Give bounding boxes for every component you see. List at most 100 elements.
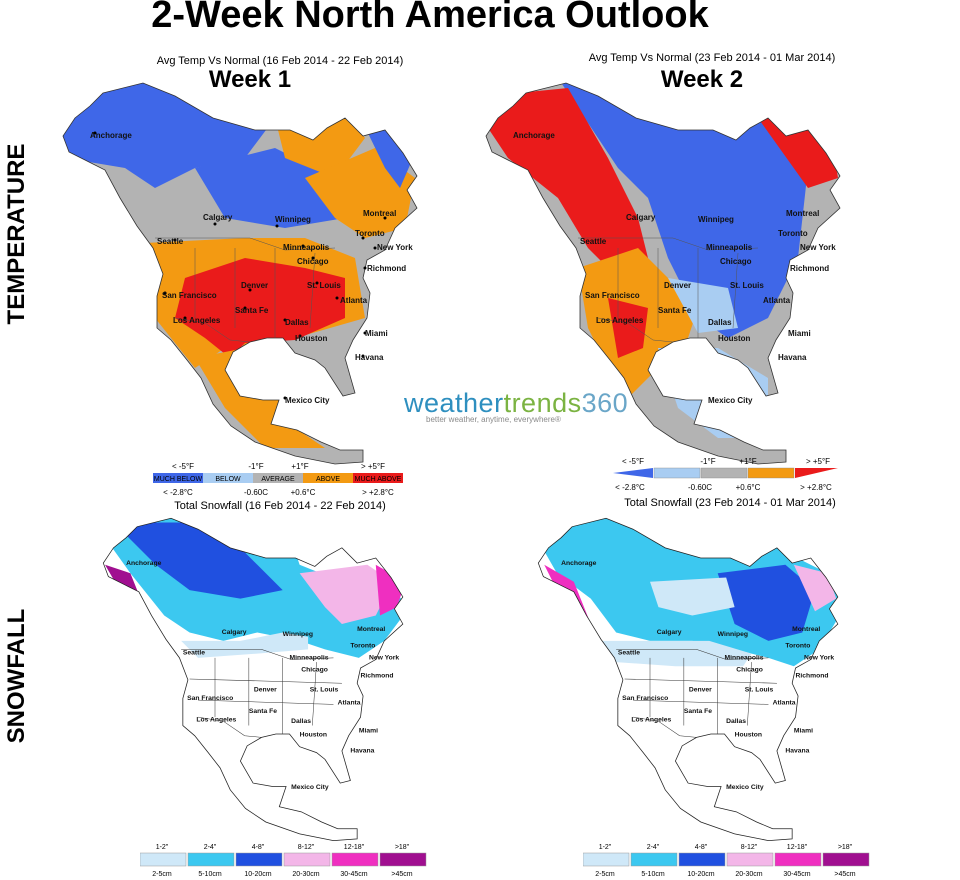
city-st-louis: St. Louis (307, 281, 341, 290)
legend-top-0: < -5°F (172, 462, 194, 471)
temp-legend-week2: < -5°F -1°F +1°F > +5°F < -2.8°C -0.60C … (613, 457, 838, 492)
temp-week1-label: Week 1 (208, 66, 292, 93)
snow-cm-1: 5-10cm (198, 871, 222, 878)
city-denver: Denver (689, 687, 712, 694)
snow-cm-4: 30-45cm (783, 871, 810, 878)
temp-much-above-us (175, 258, 345, 358)
snow-in-1: 2-4" (647, 844, 660, 851)
city-anchorage: Anchorage (561, 560, 597, 567)
city-calgary: Calgary (626, 213, 656, 222)
city-miami: Miami (788, 329, 811, 338)
legend-top-3: > +5°F (806, 457, 830, 466)
city-toronto: Toronto (350, 643, 375, 650)
snow-in-0: 1-2" (156, 844, 169, 851)
city-havana: Havana (785, 748, 809, 755)
snow-cm-2: 10-20cm (244, 871, 271, 878)
city-havana: Havana (350, 748, 374, 755)
city-miami: Miami (365, 329, 388, 338)
city-toronto: Toronto (785, 643, 810, 650)
city-santa-fe: Santa Fe (249, 708, 277, 715)
city-chicago: Chicago (297, 257, 329, 266)
city-atlanta: Atlanta (773, 699, 796, 706)
snow-in-2: 4-8" (252, 844, 265, 851)
city-san-francisco: San Francisco (162, 291, 217, 300)
snow-in-1: 2-4" (204, 844, 217, 851)
city-toronto: Toronto (355, 229, 385, 238)
city-st-louis: St. Louis (745, 687, 774, 694)
row-label-snowfall: SNOWFALL (3, 608, 30, 744)
city-dallas: Dallas (291, 718, 311, 725)
snow-cm-1: 5-10cm (641, 871, 665, 878)
city-los-angeles: Los Angeles (173, 316, 221, 325)
legend-top-2: +1°F (739, 457, 756, 466)
legend-top-2: +1°F (291, 462, 308, 471)
city-los-angeles: Los Angeles (596, 316, 644, 325)
city-calgary: Calgary (657, 629, 682, 636)
city-mexico-city: Mexico City (708, 396, 753, 405)
city-markers: Anchorage Calgary Winnipeg Seattle Montr… (513, 131, 836, 405)
city-montreal: Montreal (363, 209, 396, 218)
city-minneapolis: Minneapolis (706, 243, 753, 252)
city-markers: Anchorage Calgary Winnipeg Seattle Montr… (90, 131, 413, 405)
temp-week1-map: Anchorage Calgary Winnipeg Seattle Montr… (62, 82, 418, 465)
snow-in-3: 8-12" (741, 844, 758, 851)
city-san-francisco: San Francisco (622, 695, 668, 702)
snow-cm-4: 30-45cm (340, 871, 367, 878)
temp-much-above-west (486, 88, 648, 278)
legend-cat-much-above: MUCH ABOVE (355, 476, 402, 483)
city-minneapolis: Minneapolis (283, 243, 330, 252)
city-chicago: Chicago (720, 257, 752, 266)
city-denver: Denver (254, 687, 277, 694)
snow-4-8-region (717, 564, 815, 641)
city-havana: Havana (778, 353, 807, 362)
city-chicago: Chicago (301, 666, 328, 673)
snow-legend-week2: 1-2" 2-4" 4-8" 8-12" 12-18" >18" 2-5cm 5… (583, 844, 870, 878)
city-san-francisco: San Francisco (187, 695, 233, 702)
city-anchorage: Anchorage (90, 131, 132, 140)
city-winnipeg: Winnipeg (283, 631, 313, 638)
snow-1-2-region (650, 577, 735, 616)
snow-cm-3: 20-30cm (292, 871, 319, 878)
city-miami: Miami (794, 727, 813, 734)
legend-top-1: -1°F (248, 462, 263, 471)
snow-week1-map: Anchorage Calgary Winnipeg Seattle Montr… (102, 517, 404, 842)
city-houston: Houston (300, 732, 327, 739)
city-atlanta: Atlanta (338, 699, 361, 706)
border-lines (155, 237, 336, 343)
city-anchorage: Anchorage (513, 131, 555, 140)
snow-cm-0: 2-5cm (152, 871, 172, 878)
city-new-york: New York (800, 243, 836, 252)
city-dallas: Dallas (726, 718, 746, 725)
legend-bottom-0: < -2.8°C (615, 483, 645, 492)
city-mexico-city: Mexico City (291, 784, 329, 791)
city-los-angeles: Los Angeles (631, 716, 671, 723)
temp-week2-title: Avg Temp Vs Normal (23 Feb 2014 - 01 Mar… (588, 52, 836, 64)
legend-cat-above: ABOVE (316, 476, 340, 483)
city-toronto: Toronto (778, 229, 808, 238)
page-title: 2-Week North America Outlook (151, 0, 709, 36)
legend-cat-much-below: MUCH BELOW (154, 476, 203, 483)
temp-week2-label: Week 2 (660, 66, 744, 93)
snow-in-2: 4-8" (695, 844, 708, 851)
legend-bottom-3: > +2.8°C (362, 488, 394, 497)
snow-cm-3: 20-30cm (735, 871, 762, 878)
snow-legend-week1: 1-2" 2-4" 4-8" 8-12" 12-18" >18" 2-5cm 5… (140, 844, 427, 878)
city-richmond: Richmond (361, 672, 394, 679)
city-calgary: Calgary (222, 629, 247, 636)
city-houston: Houston (718, 334, 751, 343)
city-richmond: Richmond (790, 264, 829, 273)
city-san-francisco: San Francisco (585, 291, 640, 300)
city-richmond: Richmond (796, 672, 829, 679)
city-atlanta: Atlanta (340, 296, 368, 305)
city-dallas: Dallas (708, 318, 732, 327)
legend-bottom-2: +0.6°C (291, 488, 316, 497)
city-los-angeles: Los Angeles (196, 716, 236, 723)
legend-bottom-0: < -2.8°C (163, 488, 193, 497)
snow-week1-title: Total Snowfall (16 Feb 2014 - 22 Feb 201… (174, 500, 386, 512)
brand-tagline: better weather, anytime, everywhere® (426, 415, 561, 424)
legend-top-0: < -5°F (622, 457, 644, 466)
city-st-louis: St. Louis (730, 281, 764, 290)
city-denver: Denver (664, 281, 691, 290)
brand-logo: weathertrends360 better weather, anytime… (404, 388, 664, 424)
border-lines (616, 649, 777, 738)
